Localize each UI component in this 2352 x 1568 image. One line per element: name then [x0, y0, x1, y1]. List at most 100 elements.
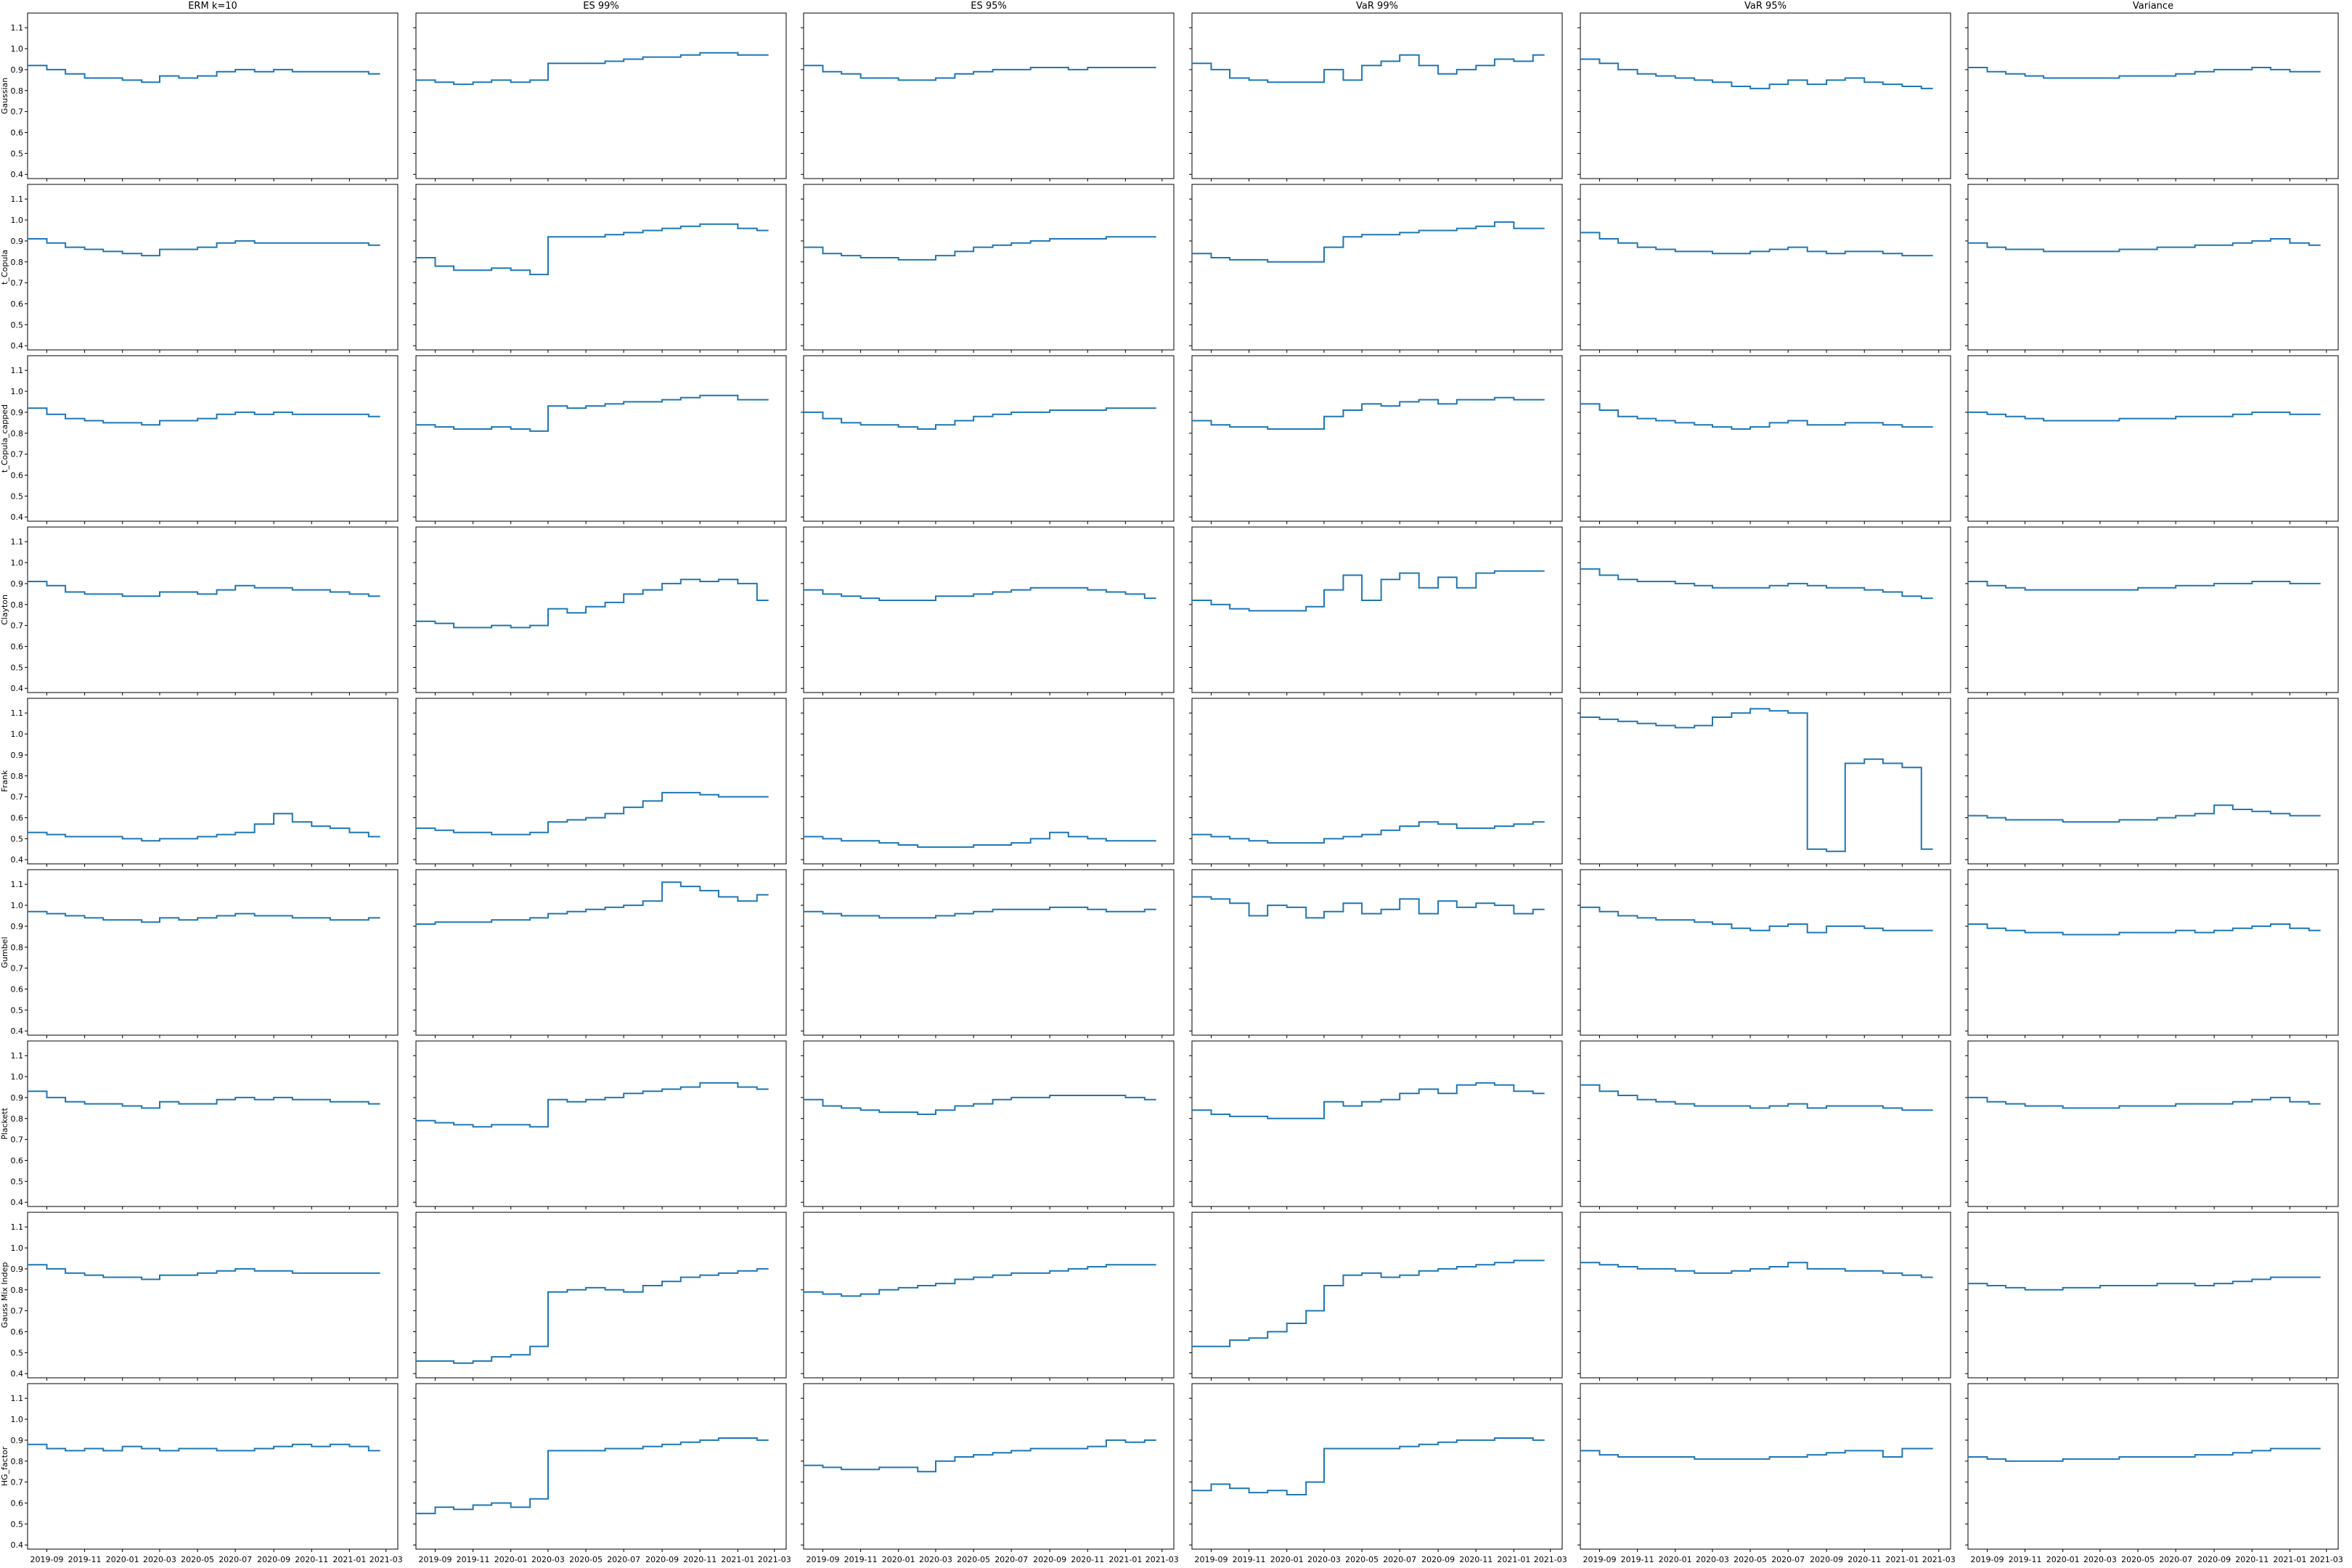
series-line: [804, 831, 1156, 848]
x-tick-label: 2019-09: [806, 1555, 839, 1564]
panel-frame: [803, 12, 1175, 179]
panel-frame: [1580, 1212, 1951, 1379]
row-label-plackett: Plackett: [0, 1107, 9, 1140]
series-line: [804, 236, 1156, 261]
y-tick-label: 1.0: [11, 558, 24, 568]
y-tick-label: 1.0: [11, 1244, 24, 1253]
panel-hg-factor-var-95: [1577, 1383, 1951, 1552]
x-tick-label: 2020-09: [257, 1555, 290, 1564]
y-tick-label: 1.1: [11, 537, 24, 547]
panel-gumbel-es-95: [801, 869, 1175, 1038]
x-tick-label: 2020-01: [1659, 1555, 1692, 1564]
y-tick-label: 1.0: [11, 216, 24, 225]
panel-frame: [1191, 12, 1563, 179]
x-tick-label: 2019-11: [457, 1555, 490, 1564]
y-tick-label: 1.1: [11, 1394, 24, 1403]
x-tick-label: 2021-01: [2273, 1555, 2306, 1564]
panel-frame: [1967, 12, 2339, 179]
x-tick-label: 2020-07: [1383, 1555, 1416, 1564]
series-line: [28, 1443, 380, 1452]
panel-frame: [1191, 1040, 1563, 1207]
x-tick-label: 2020-03: [2083, 1555, 2117, 1564]
y-tick-label: 0.4: [11, 1198, 24, 1207]
series-line: [1192, 570, 1545, 612]
panel-frame: [1580, 526, 1951, 693]
series-line: [1580, 58, 1933, 89]
panel-frame: [415, 869, 787, 1036]
series-line: [804, 1095, 1156, 1115]
series-line: [416, 52, 769, 86]
y-tick-label: 0.7: [11, 450, 24, 460]
y-tick-label: 0.4: [11, 341, 24, 351]
x-tick-label: 2020-03: [919, 1555, 952, 1564]
column-title-erm-k-10: ERM k=10: [188, 1, 237, 12]
x-tick-label: 2019-09: [30, 1555, 63, 1564]
panel-clayton-es-95: [801, 526, 1175, 695]
panel-frame: [1967, 184, 2339, 351]
panel-gauss-mix-indep-var-99: [1189, 1212, 1563, 1381]
y-tick-label: 0.5: [11, 149, 24, 158]
x-tick-label: 2020-05: [1345, 1555, 1379, 1564]
series-line: [804, 1264, 1156, 1297]
series-line: [1580, 906, 1933, 934]
series-line: [416, 1082, 769, 1128]
panel-gumbel-variance: [1965, 869, 2339, 1038]
y-tick-label: 0.9: [11, 1093, 24, 1103]
x-tick-label: 2020-03: [1696, 1555, 1729, 1564]
panel-t-copula-es-95: [801, 184, 1175, 353]
y-tick-label: 1.1: [11, 195, 24, 204]
x-tick-label: 2020-03: [143, 1555, 176, 1564]
row-label-clayton: Clayton: [0, 595, 9, 625]
x-tick-label: 2020-05: [957, 1555, 990, 1564]
panel-t-copula-capped-es-95: [801, 355, 1175, 524]
y-tick-label: 0.6: [11, 1156, 24, 1166]
series-line: [1580, 232, 1933, 257]
x-tick-label: 2020-03: [1307, 1555, 1341, 1564]
panel-gaussian-erm-k-10: 0.4 0.5 0.6 0.7 0.8 0.9 1.0 1.1: [11, 12, 399, 181]
panel-gaussian-es-99: [413, 12, 787, 181]
y-tick-label: 1.0: [11, 44, 24, 54]
panel-frank-es-99: [413, 698, 787, 867]
row-label-gumbel: Gumbel: [0, 936, 9, 968]
panel-frame: [415, 1040, 787, 1207]
panel-frame: [415, 1212, 787, 1379]
panel-clayton-variance: [1965, 526, 2339, 695]
y-tick-label: 0.9: [11, 1265, 24, 1274]
panel-frame: [803, 526, 1175, 693]
panel-frame: [27, 526, 399, 693]
x-tick-label: 2021-03: [2310, 1555, 2343, 1564]
y-tick-label: 0.8: [11, 258, 24, 267]
panel-clayton-var-95: [1577, 526, 1951, 695]
panel-gaussian-variance: [1965, 12, 2339, 181]
x-tick-label: 2019-11: [2009, 1555, 2042, 1564]
panel-t-copula-erm-k-10: 0.4 0.5 0.6 0.7 0.8 0.9 1.0 1.1: [11, 184, 399, 353]
panel-hg-factor-es-99: [413, 1383, 787, 1552]
panel-frame: [1967, 355, 2339, 522]
series-line: [416, 1267, 769, 1364]
x-tick-label: 2019-11: [1621, 1555, 1654, 1564]
panel-clayton-erm-k-10: 0.4 0.5 0.6 0.7 0.8 0.9 1.0 1.1: [11, 526, 399, 695]
panel-frame: [27, 1383, 399, 1550]
series-line: [1192, 396, 1545, 430]
panel-t-copula-es-99: [413, 184, 787, 353]
series-line: [28, 581, 380, 597]
x-tick-label: 2020-11: [683, 1555, 716, 1564]
y-tick-label: 0.8: [11, 429, 24, 438]
y-tick-label: 0.6: [11, 985, 24, 995]
x-tick-label: 2020-01: [882, 1555, 915, 1564]
series-line: [416, 791, 769, 836]
y-tick-label: 0.4: [11, 513, 24, 522]
x-tick-label: 2020-03: [531, 1555, 565, 1564]
x-tick-label: 2020-01: [2046, 1555, 2080, 1564]
y-tick-label: 0.9: [11, 65, 24, 75]
panel-t-copula-capped-erm-k-10: 0.4 0.5 0.6 0.7 0.8 0.9 1.0 1.1: [11, 355, 399, 524]
y-tick-label: 0.9: [11, 1436, 24, 1445]
y-tick-label: 0.7: [11, 1478, 24, 1487]
x-tick-label: 2021-01: [721, 1555, 754, 1564]
series-line: [1968, 581, 2321, 591]
panel-plackett-variance: [1965, 1040, 2339, 1209]
series-line: [416, 881, 769, 925]
panel-frame: [803, 355, 1175, 522]
panel-t-copula-var-95: [1577, 184, 1951, 353]
